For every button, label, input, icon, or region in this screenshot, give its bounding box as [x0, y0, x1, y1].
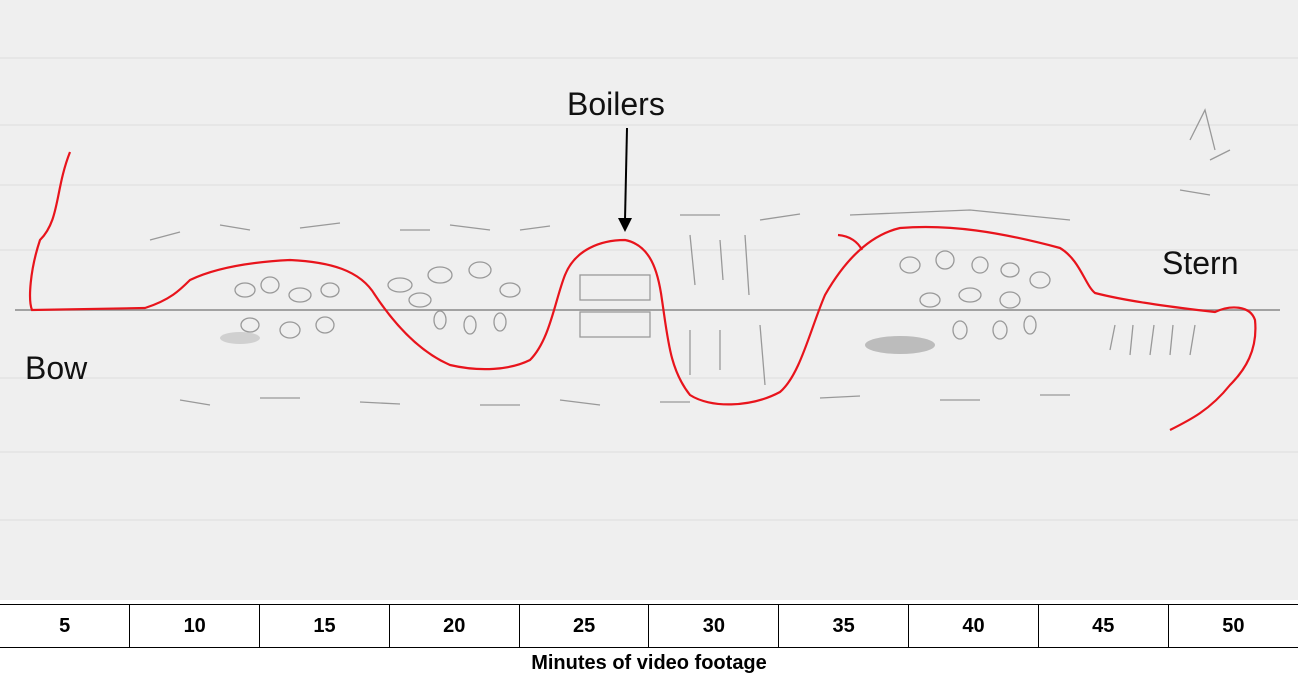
arrow-head	[618, 218, 632, 232]
minute-cell: 50	[1167, 604, 1298, 648]
ruled-lines	[0, 57, 1298, 521]
table-caption: Minutes of video footage	[531, 652, 767, 674]
minute-cell: 45	[1037, 604, 1169, 648]
minute-cell: 20	[388, 604, 520, 648]
minutes-table: 5 10 15 20 25 30 35 40 45 50	[0, 604, 1298, 648]
path-hook	[837, 233, 863, 251]
minute-cell: 15	[259, 604, 390, 648]
minute-cell: 10	[129, 604, 261, 648]
boilers-label: Boilers	[567, 86, 665, 122]
bow-label: Bow	[25, 350, 88, 386]
table-row: 5 10 15 20 25 30 35 40 45 50	[0, 604, 1298, 648]
path-curve	[28, 151, 1257, 431]
arrow-shaft	[624, 127, 628, 221]
minute-cell: 30	[648, 604, 780, 648]
minute-cell: 5	[0, 604, 131, 648]
pencil-sketch	[149, 108, 1231, 406]
smudge	[865, 336, 935, 354]
minute-cell: 40	[908, 604, 1039, 648]
minute-cell: 25	[518, 604, 650, 648]
stern-label: Stern	[1162, 245, 1239, 281]
sketch	[0, 0, 1298, 600]
smudge	[220, 332, 260, 344]
minute-cell: 35	[778, 604, 910, 648]
